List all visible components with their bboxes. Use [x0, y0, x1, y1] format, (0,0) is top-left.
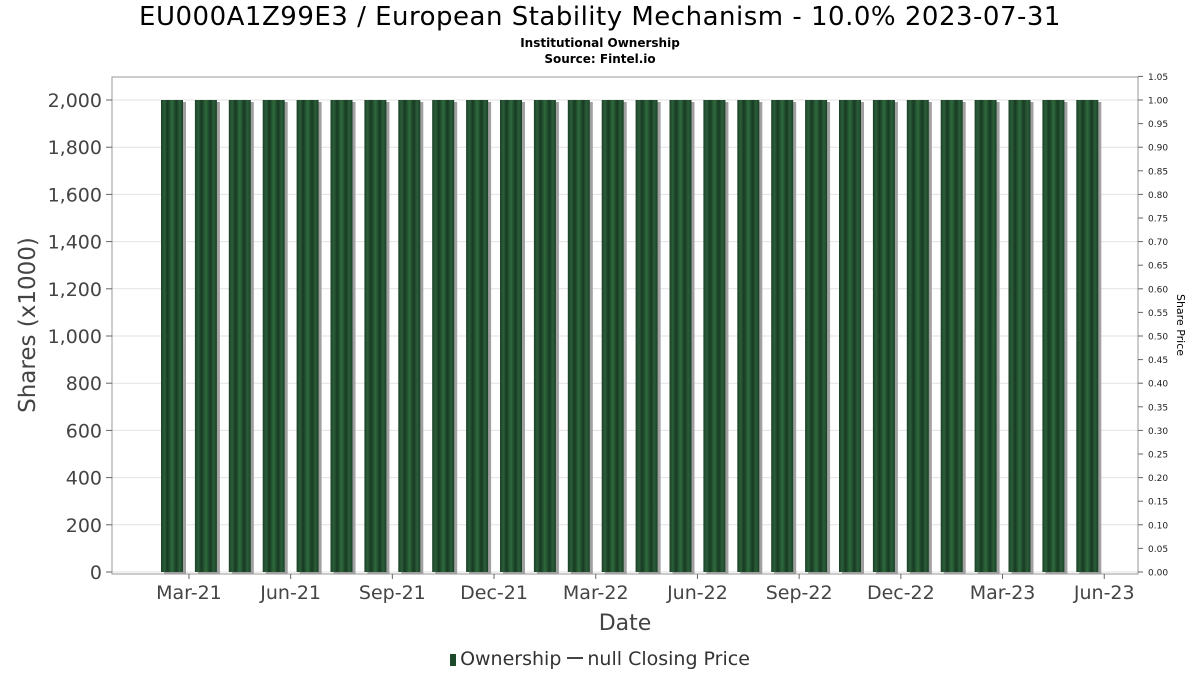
y2-tick-label: 0.75 [1148, 215, 1168, 225]
x-tick-label: Jun-22 [666, 582, 728, 604]
y2-tick-label: 0.00 [1148, 569, 1168, 579]
ownership-legend-swatch [450, 654, 457, 666]
ownership-bar [296, 100, 319, 572]
x-axis: Mar-21 Jun-21 Sep-21 Dec-21 Mar-22 Jun-22 Sep-… [156, 574, 1135, 604]
y2-tick-label: 0.15 [1148, 498, 1168, 508]
y-tick-label: 2,000 [48, 90, 102, 112]
ownership-bar [1076, 100, 1099, 572]
y2-tick-label: 0.40 [1148, 380, 1168, 390]
y2-tick-label: 0.30 [1148, 427, 1168, 437]
ownership-bar [703, 100, 726, 572]
ownership-bar [940, 100, 963, 572]
y-tick-label: 600 [66, 420, 102, 442]
y2-axis-label: Share Price [1174, 294, 1187, 356]
ownership-bar [161, 100, 183, 572]
y-tick-label: 1,200 [48, 279, 102, 301]
y2-tick-label: 1.00 [1148, 97, 1168, 107]
ownership-bars [161, 100, 1102, 574]
chart-subtitle-ownership: Institutional Ownership [520, 36, 680, 50]
y-axis-left: 0 200 400 600 800 1,000 1,200 1,400 1,600 1,800 2,… [48, 90, 112, 584]
ownership-bar [1008, 100, 1031, 572]
x-tick-label: Mar-23 [970, 582, 1036, 604]
y-tick-label: 200 [66, 515, 102, 537]
x-tick-label: Dec-22 [867, 582, 935, 604]
ownership-bar [601, 100, 624, 572]
ownership-bar [533, 100, 556, 572]
y2-tick-label: 0.90 [1148, 144, 1168, 154]
y-tick-label: 800 [66, 373, 102, 395]
ownership-bar [771, 100, 794, 572]
x-tick-label: Mar-21 [156, 582, 222, 604]
y2-tick-label: 0.65 [1148, 262, 1168, 272]
y2-tick-label: 0.70 [1148, 238, 1168, 248]
y-tick-label: 1,800 [48, 137, 102, 159]
ownership-bar [432, 100, 455, 572]
y2-tick-label: 0.35 [1148, 403, 1168, 413]
ownership-bar [228, 100, 251, 572]
ownership-bar [398, 100, 421, 572]
y-axis-right: 0.00 0.05 0.10 0.15 0.20 0.25 0.30 0.35 0.40 0.45… [1138, 73, 1168, 579]
y-tick-label: 1,000 [48, 326, 102, 348]
y2-tick-label: 0.85 [1148, 167, 1168, 177]
ownership-bar [364, 100, 387, 572]
y2-tick-label: 0.60 [1148, 285, 1168, 295]
ownership-bar [906, 100, 929, 572]
x-tick-label: Jun-23 [1073, 582, 1135, 604]
ownership-bar [805, 100, 828, 572]
y2-tick-label: 0.95 [1148, 120, 1168, 130]
ownership-bar [872, 100, 895, 572]
y2-tick-label: 0.10 [1148, 521, 1168, 531]
chart-title: EU000A1Z99E3 / European Stability Mechan… [139, 2, 1061, 32]
y-axis-label: Shares (x1000) [15, 237, 41, 413]
y2-tick-label: 0.80 [1148, 191, 1168, 201]
y-tick-label: 0 [90, 562, 102, 584]
y2-tick-label: 0.45 [1148, 356, 1168, 366]
chart-legend: Ownership null Closing Price [0, 648, 1200, 670]
price-legend-line [567, 657, 584, 659]
ownership-bar [567, 100, 590, 572]
chart-subtitle-source: Source: Fintel.io [544, 52, 656, 66]
ownership-bar [466, 100, 489, 572]
y2-tick-label: 0.20 [1148, 474, 1168, 484]
ownership-bar [194, 100, 217, 572]
price-legend-label: null Closing Price [587, 648, 750, 670]
x-tick-label: Sep-22 [766, 582, 833, 604]
y-tick-label: 1,600 [48, 184, 102, 206]
ownership-bar [330, 100, 353, 572]
ownership-bar [1042, 100, 1065, 572]
ownership-bar [737, 100, 760, 572]
x-tick-label: Dec-21 [460, 582, 528, 604]
ownership-bar [839, 100, 861, 572]
x-tick-label: Sep-21 [359, 582, 426, 604]
ownership-bar [669, 100, 692, 572]
y2-tick-label: 1.05 [1148, 73, 1168, 83]
y2-tick-label: 0.50 [1148, 333, 1168, 343]
y-tick-label: 1,400 [48, 232, 102, 254]
ownership-bar [974, 100, 997, 572]
ownership-bar [635, 100, 658, 572]
ownership-legend-label: Ownership [460, 648, 562, 670]
y2-tick-label: 0.25 [1148, 451, 1168, 461]
x-tick-label: Mar-22 [563, 582, 629, 604]
y-tick-label: 400 [66, 468, 102, 490]
x-axis-label: Date [599, 611, 652, 636]
y2-tick-label: 0.55 [1148, 309, 1168, 319]
x-tick-label: Jun-21 [259, 582, 321, 604]
ownership-bar [262, 100, 285, 572]
y2-tick-label: 0.05 [1148, 545, 1168, 555]
ownership-bar [500, 100, 522, 572]
